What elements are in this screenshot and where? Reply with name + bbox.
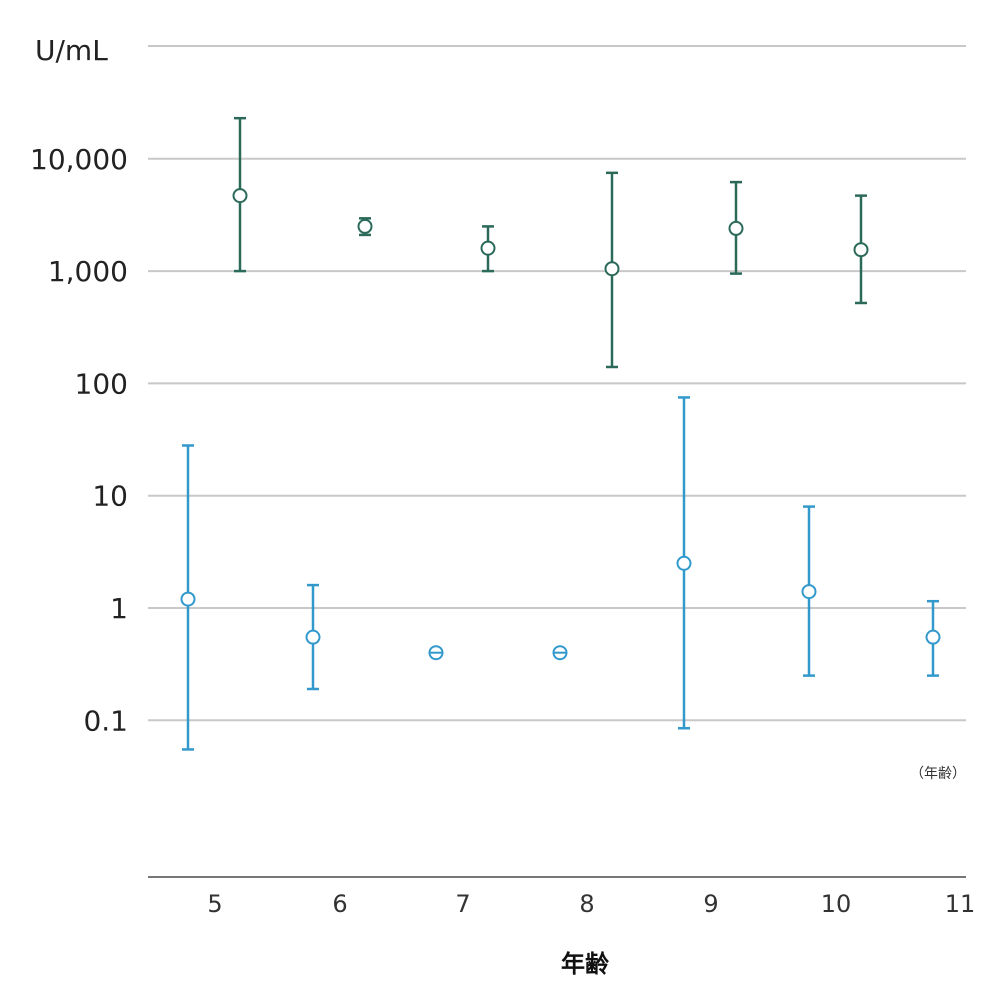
data-point: [180, 591, 196, 607]
data-point: [925, 629, 941, 645]
x-axis-title: 年齢: [561, 950, 610, 978]
x-tick-label: 10: [821, 890, 852, 918]
series-1: [232, 116, 869, 369]
x-tick-label: 11: [945, 890, 976, 918]
data-point: [480, 240, 496, 256]
x-tick-label: 8: [579, 890, 594, 918]
gridlines: [148, 45, 966, 722]
y-tick-label: 10: [92, 480, 128, 513]
y-tick-label: 1,000: [48, 255, 128, 288]
y-tick-label: 10,000: [30, 143, 128, 176]
x-tick-label: 5: [207, 890, 222, 918]
x-unit-label: （年齢）: [910, 766, 966, 782]
x-tick-label: 6: [332, 890, 347, 918]
series: [180, 116, 941, 751]
y-tick-label: 100: [75, 367, 128, 400]
series-2: [180, 396, 941, 751]
data-point: [853, 242, 869, 258]
data-point: [728, 220, 744, 236]
y-unit-label: U/mL: [35, 34, 108, 67]
axes: 10,000 1,000 100 10 1 0.1 5 6 7 8 9 10 11: [30, 143, 975, 918]
data-point: [357, 218, 373, 234]
data-point: [801, 584, 817, 600]
data-point: [676, 555, 692, 571]
y-tick-label: 0.1: [83, 704, 128, 737]
x-tick-label: 9: [703, 890, 718, 918]
data-point: [604, 261, 620, 277]
data-point: [232, 188, 248, 204]
data-point: [305, 629, 321, 645]
y-tick-label: 1: [110, 592, 128, 625]
x-tick-label: 7: [455, 890, 470, 918]
